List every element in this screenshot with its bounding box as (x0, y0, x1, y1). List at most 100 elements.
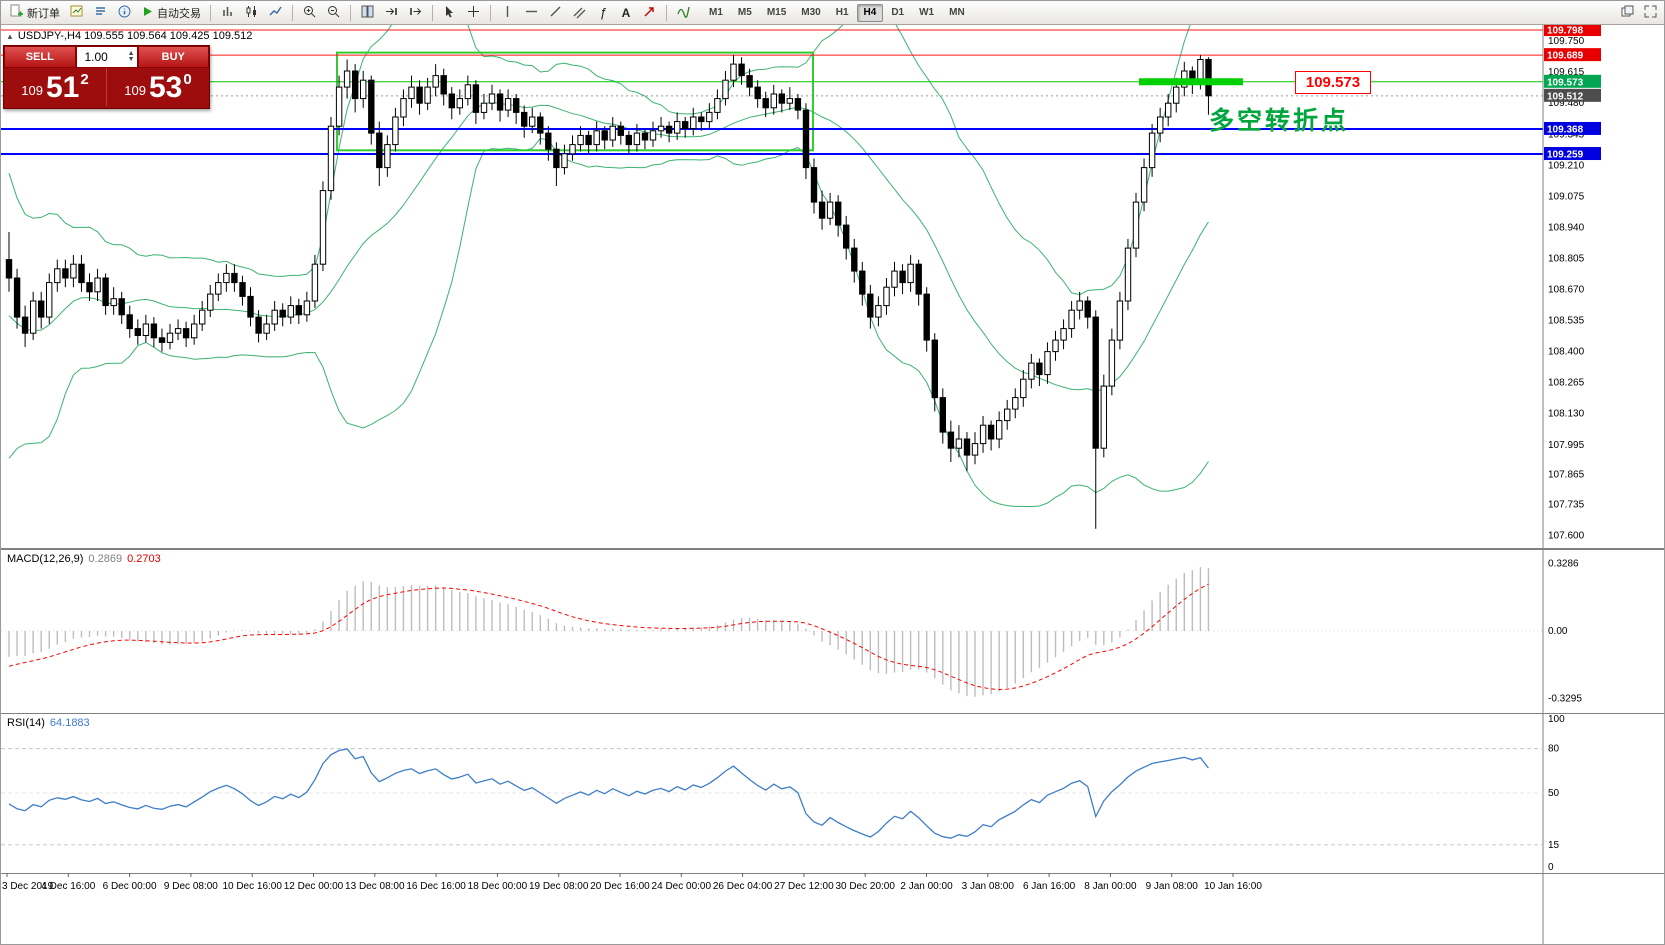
svg-text:16 Dec 16:00: 16 Dec 16:00 (406, 881, 466, 892)
autotrading-play-icon (141, 5, 154, 21)
trendline-button[interactable] (544, 3, 567, 23)
horizontal-line-button[interactable] (520, 3, 543, 23)
timeframe-w1[interactable]: W1 (912, 4, 941, 22)
new-order-button[interactable]: 新订单 (5, 3, 64, 23)
cursor-button[interactable] (438, 3, 461, 23)
volume-input[interactable]: 1.00 ▲ ▼ (75, 46, 138, 68)
fibonacci-button[interactable]: ƒ (592, 3, 614, 23)
channel-icon (572, 4, 587, 22)
svg-text:108.940: 108.940 (1548, 222, 1585, 233)
horizontal-lines (1, 29, 1543, 156)
auto-scroll-icon (384, 4, 399, 22)
buy-price[interactable]: 109 53 0 (106, 68, 209, 106)
svg-text:109.573: 109.573 (1547, 77, 1584, 88)
chart-title-text: USDJPY-,H4 109.555 109.564 109.425 109.5… (17, 30, 253, 42)
horizontal-line-icon (524, 4, 539, 22)
timeframe-h4[interactable]: H4 (856, 3, 884, 22)
new-order-icon (9, 4, 24, 22)
svg-text:2 Jan 00:00: 2 Jan 00:00 (900, 881, 953, 892)
time-axis: 3 Dec 2019 4 Dec 16:00 6 Dec 00:00 9 Dec 08… (1, 873, 1665, 945)
svg-text:109.750: 109.750 (1548, 36, 1585, 47)
expand-icon (1643, 4, 1658, 22)
timeframe-m15[interactable]: M15 (760, 4, 793, 22)
buy-price-prefix: 109 (124, 83, 146, 98)
sell-price[interactable]: 109 51 2 (4, 68, 106, 106)
svg-text:15: 15 (1548, 840, 1560, 851)
info-icon (117, 4, 132, 22)
crosshair-button[interactable] (462, 3, 485, 23)
chart-shift-icon (408, 4, 423, 22)
toolbar-right-group (1616, 3, 1662, 23)
line-chart-button[interactable] (264, 3, 287, 23)
indicators-button[interactable] (672, 3, 695, 23)
svg-text:107.865: 107.865 (1548, 470, 1585, 481)
arrow-label-icon (642, 4, 657, 22)
trendline-icon (548, 4, 563, 22)
svg-text:109.512: 109.512 (1547, 91, 1584, 102)
macd-name: MACD(12,26,9) (7, 553, 84, 565)
svg-text:50: 50 (1548, 788, 1560, 799)
svg-text:18 Dec 00:00: 18 Dec 00:00 (468, 881, 528, 892)
volume-spinner[interactable]: ▲ ▼ (128, 50, 135, 63)
macd-histogram (8, 567, 1210, 697)
timeframe-h1[interactable]: H1 (829, 4, 856, 22)
zoom-in-icon (302, 4, 317, 22)
vertical-line-button[interactable] (496, 3, 519, 23)
timeframe-m30[interactable]: M30 (794, 4, 827, 22)
fibonacci-icon: ƒ (599, 5, 607, 20)
arrow-label-button[interactable] (638, 3, 661, 23)
vertical-line-icon (500, 4, 515, 22)
volume-value: 1.00 (84, 50, 108, 64)
svg-text:109.368: 109.368 (1547, 124, 1584, 135)
buy-button[interactable]: BUY (137, 46, 209, 68)
svg-text:10 Jan 16:00: 10 Jan 16:00 (1204, 881, 1262, 892)
channel-button[interactable] (568, 3, 591, 23)
zoom-out-button[interactable] (322, 3, 345, 23)
new-chart-button[interactable] (65, 3, 88, 23)
svg-text:107.995: 107.995 (1548, 440, 1585, 451)
timeframe-m1[interactable]: M1 (702, 4, 730, 22)
svg-text:27 Dec 12:00: 27 Dec 12:00 (774, 881, 834, 892)
bar-chart-icon (220, 4, 235, 22)
new-chart-icon (69, 4, 84, 22)
window-cascade-button[interactable] (1616, 3, 1639, 23)
main-chart-canvas[interactable]: 109.750109.615109.480109.345109.210109.0… (1, 25, 1665, 549)
cursor-icon (442, 4, 457, 22)
svg-text:107.735: 107.735 (1548, 500, 1585, 511)
svg-text:109.259: 109.259 (1547, 150, 1584, 161)
data-window-button[interactable] (113, 3, 136, 23)
text-button[interactable]: A (615, 3, 637, 23)
expand-button[interactable] (1639, 3, 1662, 23)
timeframe-m5[interactable]: M5 (731, 4, 759, 22)
price-marker (1544, 121, 1601, 135)
chart-title: ▲ USDJPY-,H4 109.555 109.564 109.425 109… (6, 30, 252, 42)
timeframe-d1[interactable]: D1 (884, 4, 911, 22)
price-level-label[interactable]: 109.573 (1295, 71, 1371, 94)
rsi-line (8, 748, 1209, 839)
autotrading-button[interactable]: 自动交易 (137, 3, 205, 23)
turning-point-annotation[interactable]: 多空转折点 (1209, 107, 1350, 135)
svg-text:0.00: 0.00 (1548, 626, 1568, 637)
svg-text:0.3286: 0.3286 (1548, 559, 1579, 570)
svg-text:107.600: 107.600 (1548, 531, 1585, 542)
tile-windows-button[interactable] (356, 3, 379, 23)
rsi-label: RSI(14) 64.1883 (7, 717, 90, 729)
sell-price-sup: 2 (80, 71, 89, 88)
macd-canvas[interactable]: 0.3286 0.00 -0.3295 (1, 549, 1665, 713)
svg-text:10 Dec 16:00: 10 Dec 16:00 (222, 881, 282, 892)
zoom-in-button[interactable] (298, 3, 321, 23)
svg-text:6 Dec 00:00: 6 Dec 00:00 (103, 881, 157, 892)
candlestick-chart-button[interactable] (240, 3, 263, 23)
bar-chart-button[interactable] (216, 3, 239, 23)
timeframe-mn[interactable]: MN (942, 4, 972, 22)
market-watch-button[interactable] (89, 3, 112, 23)
chart-shift-button[interactable] (404, 3, 427, 23)
svg-text:26 Dec 04:00: 26 Dec 04:00 (713, 881, 773, 892)
auto-scroll-button[interactable] (380, 3, 403, 23)
svg-text:109.615: 109.615 (1548, 67, 1585, 78)
rsi-canvas[interactable]: 100 80 50 15 0 (1, 713, 1665, 873)
sell-button[interactable]: SELL (4, 46, 76, 68)
buy-price-sup: 0 (183, 71, 192, 88)
svg-text:9 Jan 08:00: 9 Jan 08:00 (1146, 881, 1199, 892)
